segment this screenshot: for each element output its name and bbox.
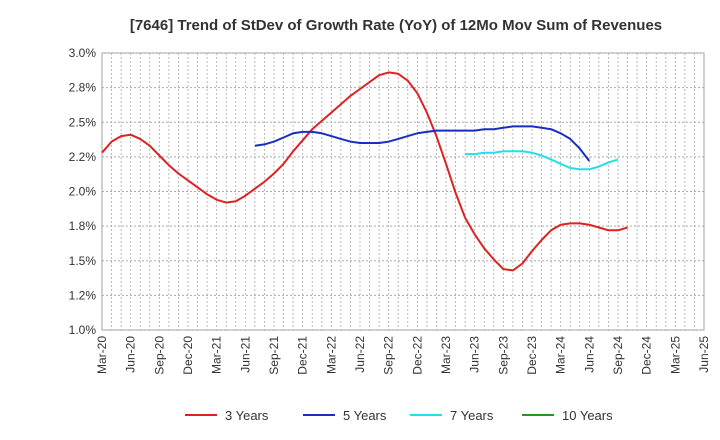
x-tick-label: Sep-23 bbox=[496, 336, 510, 375]
x-tick-label: Dec-22 bbox=[410, 336, 424, 375]
y-tick-label: 1.0% bbox=[69, 323, 97, 337]
y-tick-label: 1.8% bbox=[69, 219, 97, 233]
y-tick-label: 2.0% bbox=[69, 185, 97, 199]
x-tick-label: Dec-20 bbox=[181, 336, 195, 375]
x-tick-label: Jun-23 bbox=[468, 336, 482, 373]
x-tick-label: Dec-23 bbox=[525, 336, 539, 375]
series-line-5-years bbox=[254, 125, 591, 162]
series-lines bbox=[101, 71, 628, 272]
series-line-7-years bbox=[465, 150, 619, 171]
x-tick-label: Jun-24 bbox=[582, 336, 596, 373]
x-tick-label: Sep-24 bbox=[611, 336, 625, 375]
x-tick-label: Sep-22 bbox=[382, 336, 396, 375]
x-tick-label: Sep-20 bbox=[152, 336, 166, 375]
y-tick-label: 2.5% bbox=[69, 115, 97, 129]
x-tick-label: Jun-25 bbox=[697, 336, 711, 373]
x-tick-label: Dec-21 bbox=[296, 336, 310, 375]
y-tick-label: 1.2% bbox=[69, 288, 97, 302]
legend: 3 Years 5 Years 7 Years 10 Years bbox=[185, 408, 613, 423]
x-tick-label: Jun-22 bbox=[353, 336, 367, 373]
y-axis-ticks: 1.0% 1.2% 1.5% 1.8% 2.0% 2.2% 2.5% 2.8% 3.0% bbox=[69, 46, 97, 337]
x-tick-label: Sep-21 bbox=[267, 336, 281, 375]
x-tick-label: Jun-21 bbox=[238, 336, 252, 373]
y-tick-label: 1.5% bbox=[69, 254, 97, 268]
x-tick-label: Jun-20 bbox=[124, 336, 138, 373]
x-axis-ticks: Mar-20 Jun-20 Sep-20 Dec-20 Mar-21 Jun-21 Sep-… bbox=[95, 336, 711, 375]
x-tick-label: Mar-21 bbox=[210, 336, 224, 374]
x-tick-label: Mar-23 bbox=[439, 336, 453, 374]
legend-label: 10 Years bbox=[562, 408, 613, 423]
y-tick-label: 2.2% bbox=[69, 150, 97, 164]
x-tick-label: Mar-25 bbox=[668, 336, 682, 374]
chart-title: [7646] Trend of StDev of Growth Rate (Yo… bbox=[130, 17, 662, 34]
y-gridlines bbox=[102, 52, 704, 331]
x-tick-label: Mar-22 bbox=[324, 336, 338, 374]
series-line-3-years bbox=[101, 71, 628, 272]
x-tick-label: Mar-20 bbox=[95, 336, 109, 374]
legend-label: 3 Years bbox=[225, 408, 269, 423]
y-tick-label: 3.0% bbox=[69, 46, 97, 60]
x-tick-label: Dec-24 bbox=[640, 336, 654, 375]
legend-label: 5 Years bbox=[343, 408, 387, 423]
legend-label: 7 Years bbox=[450, 408, 494, 423]
x-tick-label: Mar-24 bbox=[554, 336, 568, 374]
y-tick-label: 2.8% bbox=[69, 81, 97, 95]
